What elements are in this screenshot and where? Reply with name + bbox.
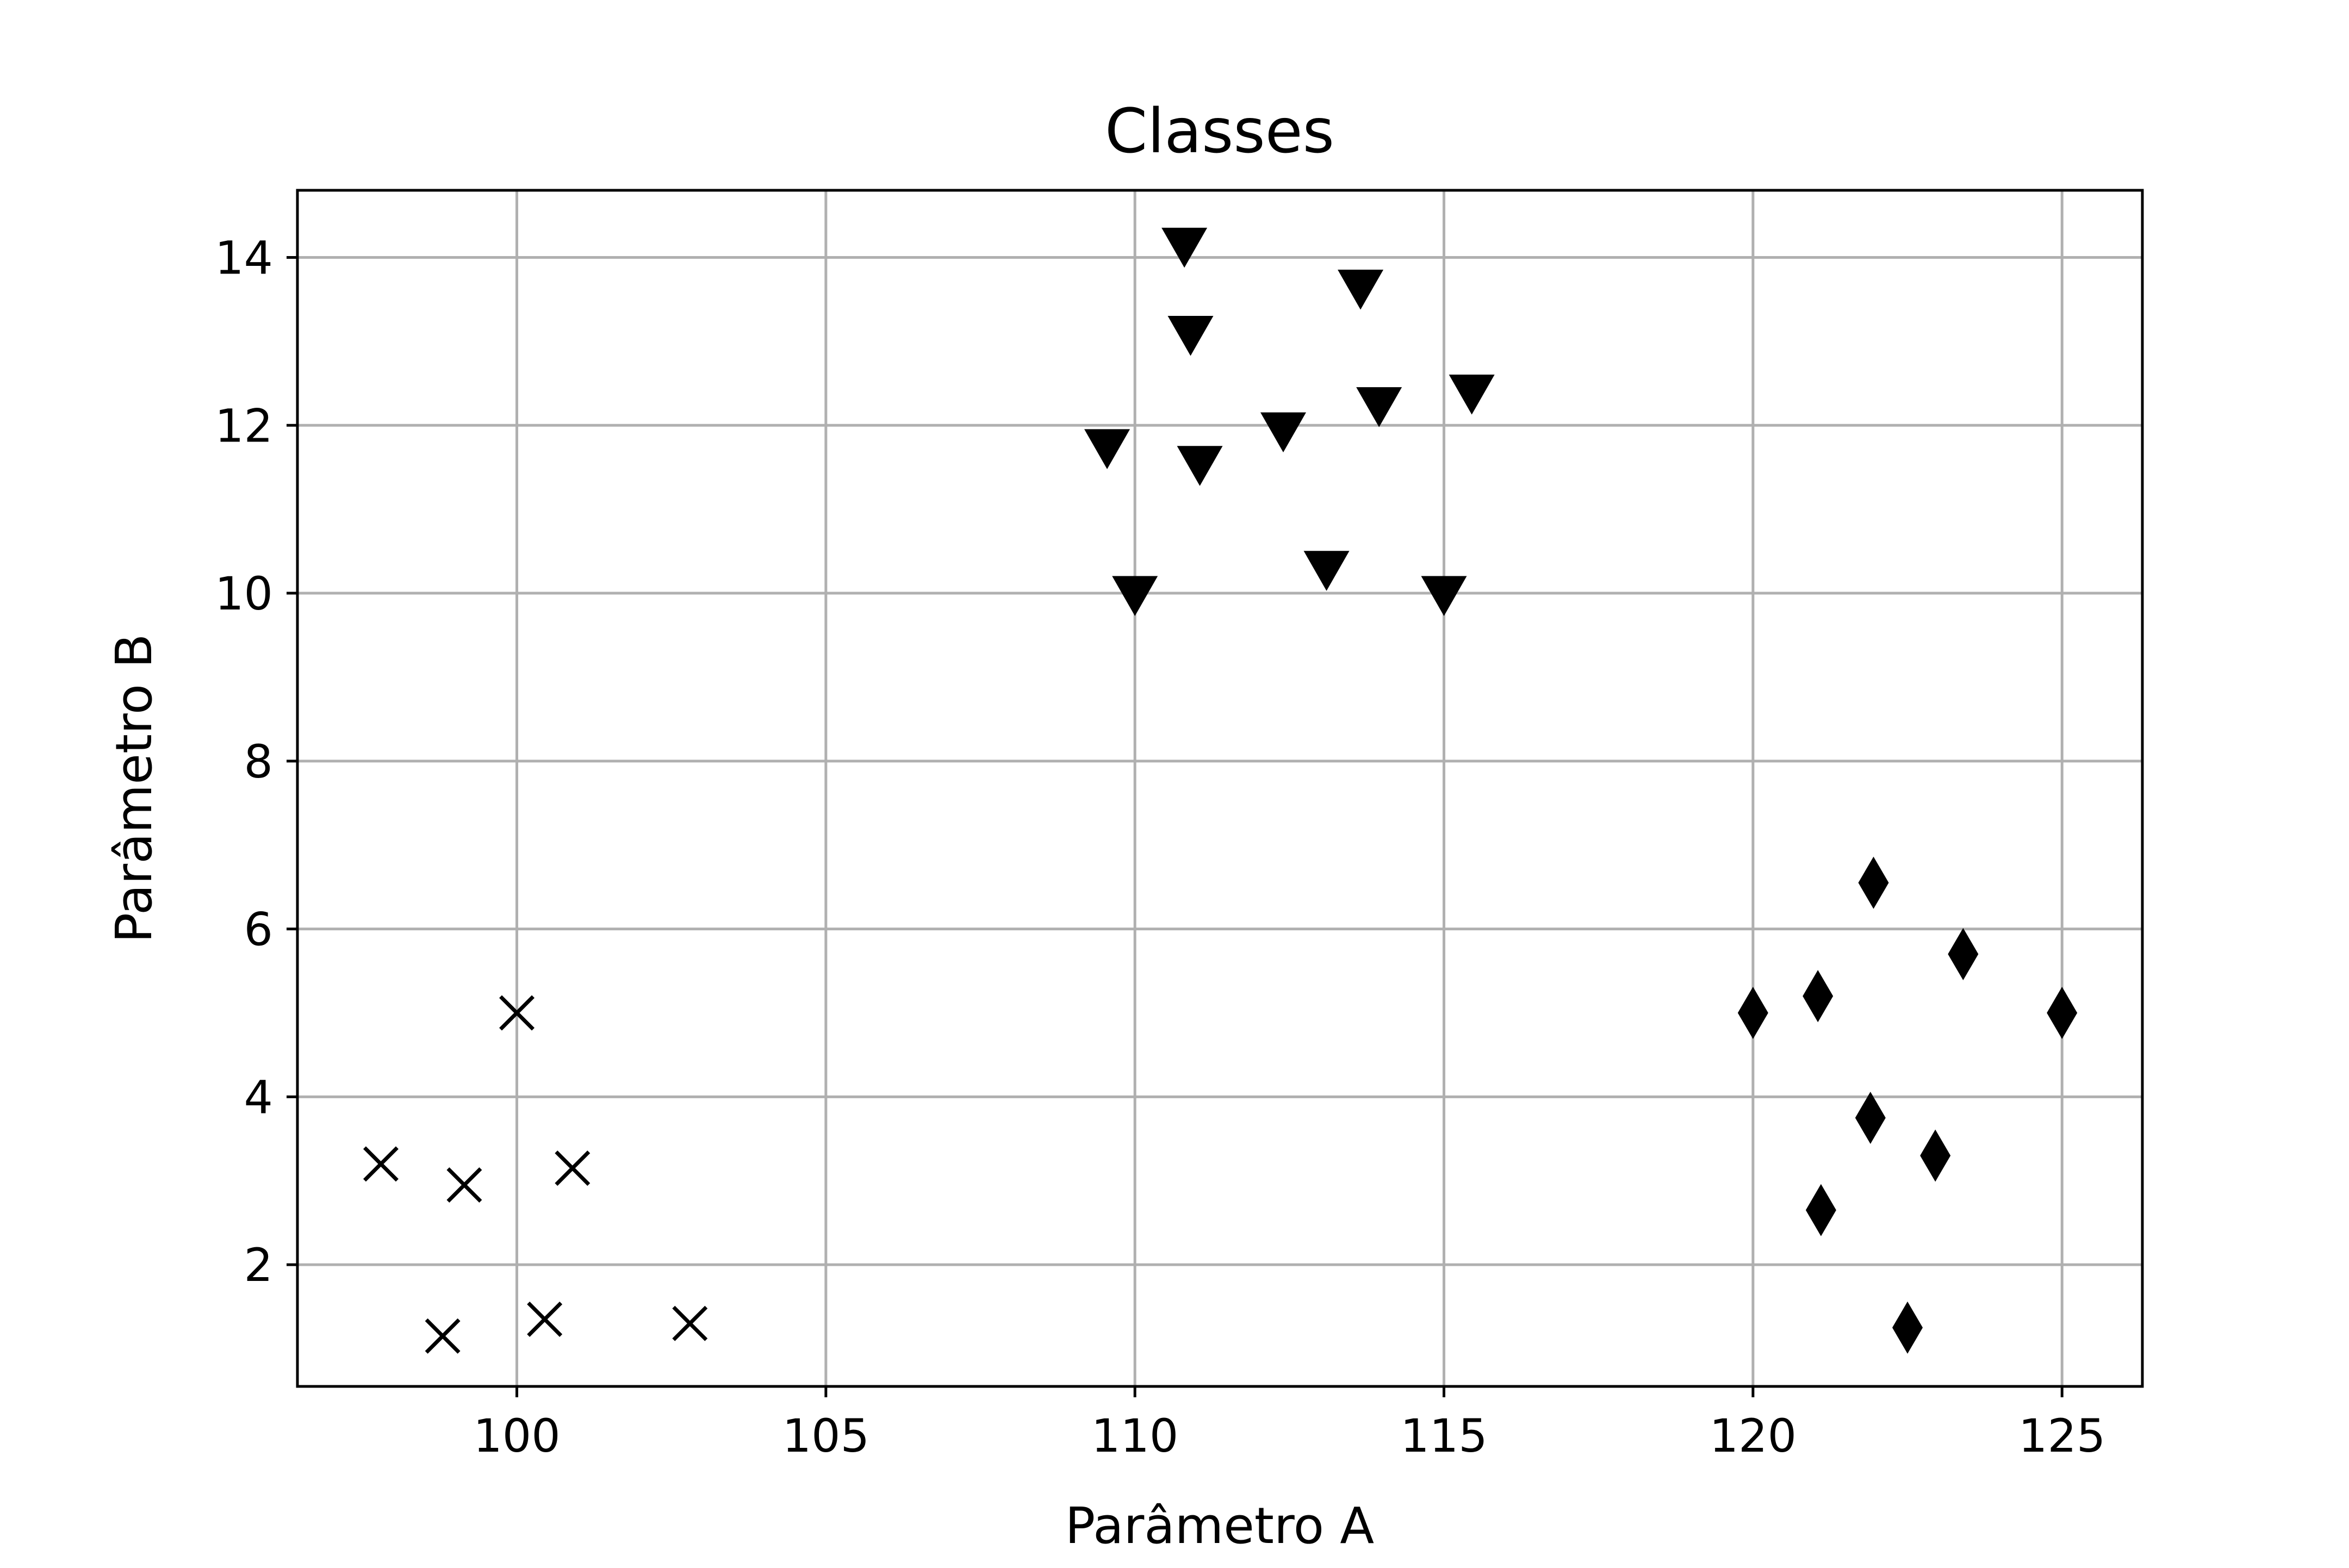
grid-lines [297, 190, 2142, 1386]
diamond-marker-point [2047, 986, 2078, 1039]
triangle-marker-point [1303, 551, 1350, 591]
y-tick-label: 4 [244, 1071, 273, 1124]
x-axis-label: Parâmetro A [1065, 1497, 1375, 1555]
diamond-marker-point [1920, 1129, 1951, 1182]
x-tick-label: 110 [1091, 1409, 1178, 1463]
y-tick-label: 10 [215, 567, 273, 620]
x-marker-point [527, 1302, 563, 1337]
diamond-marker-point [1803, 970, 1834, 1023]
diamond-marker-point [1805, 1184, 1836, 1236]
diamond-marker-point [1855, 1091, 1886, 1144]
plot-frame [296, 189, 2144, 1388]
triangle-marker-point [1112, 576, 1158, 617]
x-tick-label: 120 [1710, 1409, 1797, 1463]
x-tick-label: 105 [782, 1409, 869, 1463]
triangle-marker-point [1167, 315, 1214, 356]
diamond-marker-point [1858, 856, 1889, 909]
triangle-marker-point [1338, 270, 1384, 310]
x-tick-label: 100 [473, 1409, 560, 1463]
x-tick-label: 125 [2018, 1409, 2105, 1463]
triangle-marker-point [1177, 446, 1223, 486]
diamond-marker-point [1737, 986, 1768, 1039]
x-marker-point [363, 1146, 399, 1182]
y-tick-label: 2 [244, 1239, 273, 1292]
diamond-marker-point [1948, 928, 1979, 980]
chart-title: Classes [1105, 96, 1334, 167]
triangle-marker-point [1161, 227, 1208, 268]
y-tick-label: 12 [215, 399, 273, 452]
y-axis-label: Parâmetro B [105, 634, 163, 943]
x-marker-point [499, 995, 535, 1031]
y-tick-label: 6 [244, 903, 273, 956]
axis-ticks: 100 105 110 115 120 125 2 4 6 8 10 12 14 [215, 232, 2105, 1463]
diamond-marker-point [1892, 1301, 1923, 1354]
x-marker-point [446, 1167, 482, 1203]
triangle-marker-point [1421, 576, 1467, 617]
x-tick-label: 115 [1400, 1409, 1487, 1463]
y-tick-label: 14 [215, 232, 273, 285]
triangle-marker-point [1260, 412, 1307, 452]
y-tick-label: 8 [244, 735, 273, 788]
triangle-marker-point [1084, 429, 1130, 469]
x-marker-point [672, 1305, 708, 1341]
triangle-marker-point [1449, 375, 1495, 415]
x-marker-point [555, 1150, 591, 1186]
triangle-marker-point [1356, 387, 1402, 427]
data-points [363, 227, 2078, 1354]
x-marker-point [425, 1318, 461, 1354]
